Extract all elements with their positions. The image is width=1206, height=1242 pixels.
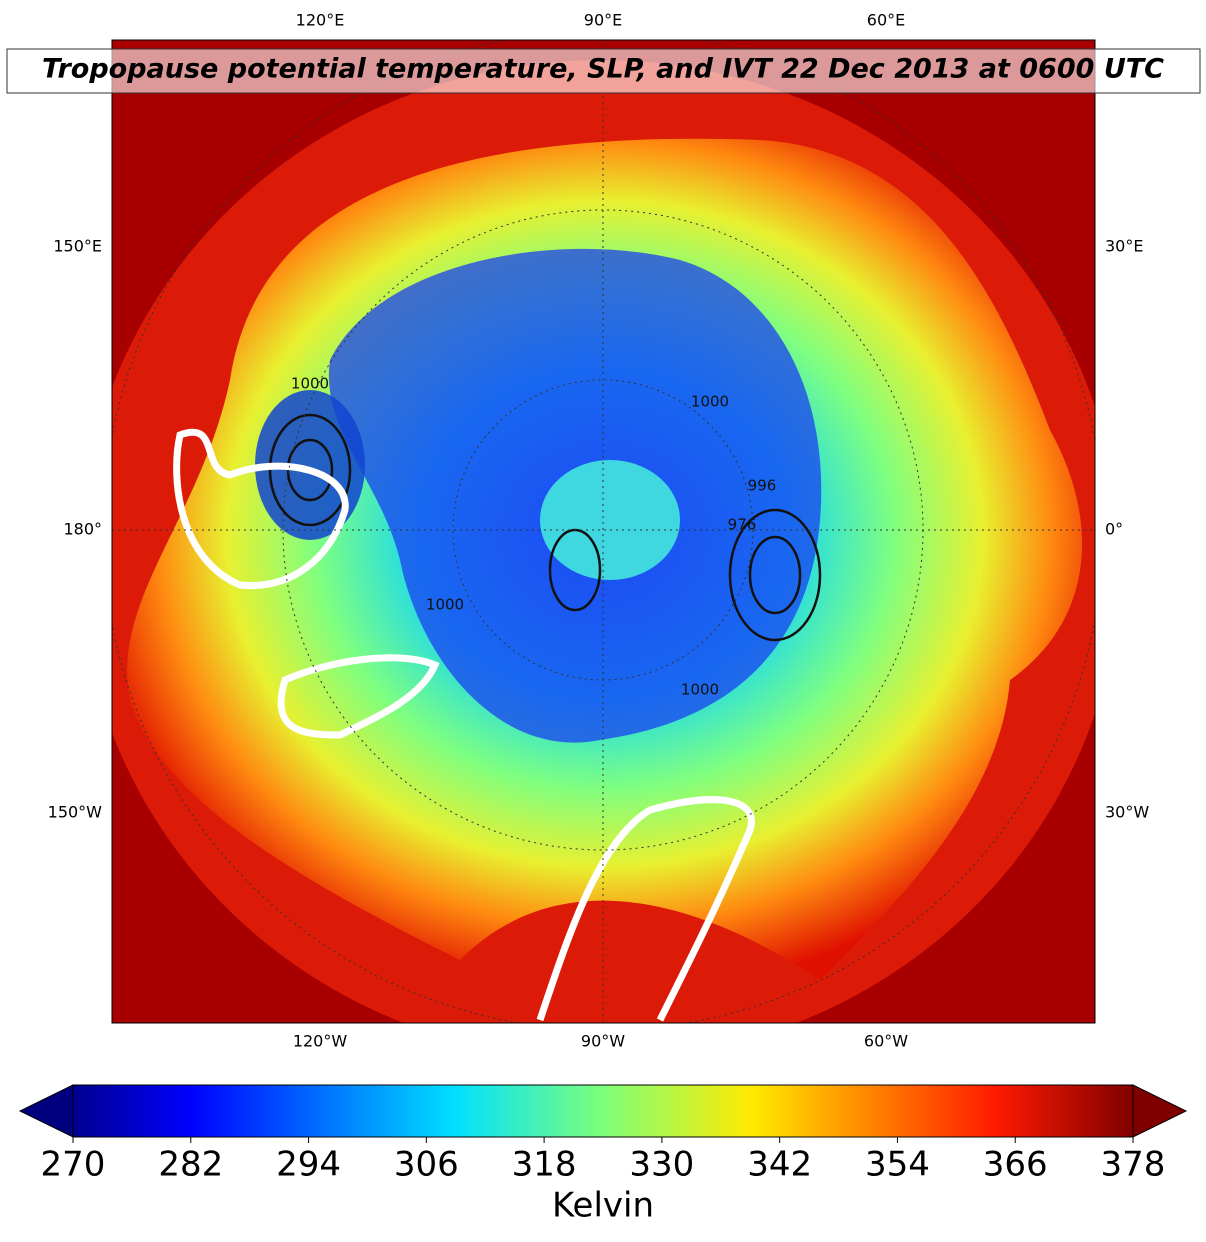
colorbar-tick-label: 294	[276, 1145, 341, 1185]
longitude-label: 30°E	[1105, 237, 1143, 256]
colorbar-label: Kelvin	[552, 1186, 654, 1226]
longitude-label: 60°E	[867, 11, 905, 30]
longitude-label: 180°	[63, 520, 102, 539]
colorbar-tick-label: 270	[41, 1145, 106, 1185]
title: Tropopause potential temperature, SLP, a…	[42, 54, 1164, 85]
colorbar-tick-label: 318	[512, 1145, 577, 1185]
contour-label: 1000	[426, 596, 464, 614]
longitude-label: 90°E	[584, 11, 622, 30]
contour-label: 996	[748, 477, 777, 495]
longitude-label: 0°	[1105, 520, 1123, 539]
colorbar-extend-low	[18, 1084, 74, 1138]
longitude-label: 90°W	[581, 1032, 625, 1051]
longitude-label: 30°W	[1105, 803, 1149, 822]
colorbar-tick-label: 354	[865, 1145, 930, 1185]
contour-label: 1000	[291, 375, 329, 393]
colorbar-tick-label: 330	[629, 1145, 694, 1185]
longitude-label: 120°W	[293, 1032, 348, 1051]
contour-label: 1000	[691, 393, 729, 411]
contour-label: 1000	[681, 681, 719, 699]
colorbar-tick-label: 342	[747, 1145, 812, 1185]
longitude-label: 60°W	[864, 1032, 908, 1051]
longitude-label: 150°E	[53, 237, 102, 256]
colorbar-tick-label: 366	[983, 1145, 1048, 1185]
contour-label: 976	[728, 516, 757, 534]
longitude-label: 150°W	[48, 803, 103, 822]
map	[112, 40, 1095, 1023]
colorbar-extend-high	[1132, 1084, 1188, 1138]
colorbar-tick-label: 306	[394, 1145, 459, 1185]
map-frame	[111, 39, 1096, 1024]
colorbar-tick-label: 282	[158, 1145, 223, 1185]
colorbar	[72, 1084, 1134, 1138]
longitude-label: 120°E	[296, 11, 345, 30]
colorbar-tick-label: 378	[1101, 1145, 1166, 1185]
title-box	[6, 48, 1201, 94]
